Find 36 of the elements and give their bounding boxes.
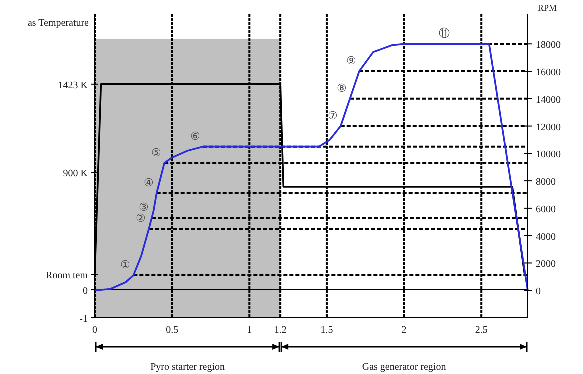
y-tick-label: 1423 K xyxy=(58,80,89,92)
x-tick-label: 1.2 xyxy=(274,325,287,336)
y3-tick-label: -1 xyxy=(80,314,88,325)
x-tick-label: 2.5 xyxy=(475,325,488,336)
ref-line-label: ① xyxy=(120,260,131,272)
y-axis-title: as Temperature xyxy=(28,18,90,29)
ref-line-label: ⑦ xyxy=(328,110,338,122)
x-tick-label: 1.5 xyxy=(320,325,334,336)
ref-line-label: ⑤ xyxy=(152,147,162,160)
y2-axis-title: RPM xyxy=(538,3,558,13)
ref-line-label: ② xyxy=(136,212,146,225)
ref-line-label: ③ xyxy=(138,202,149,214)
y2-tick-label: 10000 xyxy=(536,150,561,161)
y2-tick-label: 4000 xyxy=(536,232,556,243)
y2-tick-label: 6000 xyxy=(536,204,556,216)
text: Gas generator region xyxy=(362,362,446,373)
y2-tick-label: 12000 xyxy=(536,122,561,134)
y2-tick-label: 14000 xyxy=(536,94,561,106)
ref-line-label: ⑧ xyxy=(337,82,348,95)
y-tick-label: Room tem xyxy=(46,270,88,282)
ref-line-label: ⑪ xyxy=(438,27,450,40)
y2-tick-label: 18000 xyxy=(536,40,561,52)
y2-tick-label: 8000 xyxy=(536,177,556,188)
x-tick-label: 0.5 xyxy=(166,325,179,336)
ref-line-label: ④ xyxy=(144,177,154,190)
x-tick-label: 2 xyxy=(402,325,407,336)
y2-tick-label: 2000 xyxy=(536,259,556,270)
ref-line-label: ⑥ xyxy=(190,130,200,143)
text: Pyro starter region xyxy=(150,362,226,373)
y3-tick-label: 0 xyxy=(83,286,88,298)
x-tick-label: 1 xyxy=(247,325,252,336)
y-tick-label: 900 K xyxy=(63,168,89,180)
ref-line-label: ⑨ xyxy=(346,56,356,68)
x-tick-label: 0 xyxy=(92,325,98,336)
y2-tick-label: 0 xyxy=(536,286,541,298)
y2-tick-label: 16000 xyxy=(536,68,561,79)
